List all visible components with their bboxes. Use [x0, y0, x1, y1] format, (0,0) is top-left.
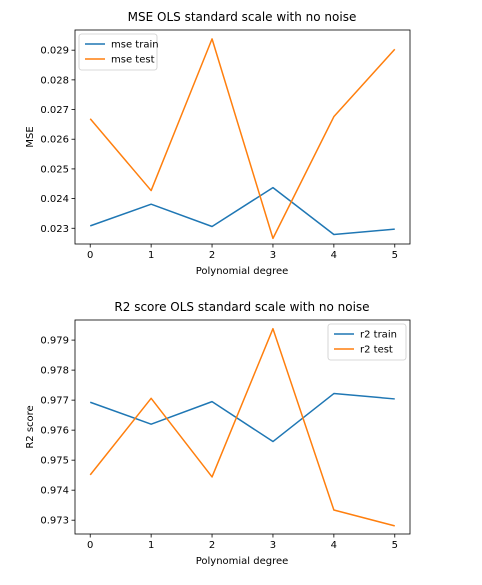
r2-x-tick-label: 0 [87, 540, 93, 551]
mse-x-tick-label: 5 [392, 250, 398, 261]
mse-chart: MSE OLS standard scale with no noise 0.0… [25, 10, 411, 277]
mse-chart-title: MSE OLS standard scale with no noise [128, 10, 357, 24]
mse-x-axis-label: Polynomial degree [196, 266, 289, 277]
mse-y-tick-label: 0.023 [40, 224, 69, 235]
r2-x-tick-label: 4 [331, 540, 337, 551]
mse-x-tick-label: 0 [87, 250, 93, 261]
mse-y-tick-label: 0.025 [40, 164, 69, 175]
mse-x-tick-label: 4 [331, 250, 337, 261]
r2-y-tick-label: 0.979 [40, 336, 69, 347]
mse-x-tick-label: 3 [270, 250, 276, 261]
r2-y-tick-label: 0.978 [40, 366, 69, 377]
r2-x-tick-label: 3 [270, 540, 276, 551]
mse-x-ticks: 0 1 2 3 4 5 [87, 244, 398, 261]
mse-y-axis-label: MSE [25, 126, 36, 147]
r2-x-tick-label: 5 [392, 540, 398, 551]
r2-x-tick-label: 1 [148, 540, 154, 551]
r2-chart-title: R2 score OLS standard scale with no nois… [114, 300, 369, 314]
r2-legend-box [327, 323, 407, 361]
r2-x-tick-label: 2 [209, 540, 215, 551]
r2-series-r2-train-line [89, 392, 395, 443]
r2-y-tick-label: 0.976 [40, 426, 69, 437]
mse-x-tick-label: 2 [209, 250, 215, 261]
r2-y-tick-label: 0.975 [40, 456, 69, 467]
r2-plot-frame [74, 319, 411, 535]
r2-series [89, 327, 395, 527]
mse-y-tick-label: 0.026 [40, 135, 69, 146]
r2-y-ticks: 0.973 0.974 0.975 0.976 0.977 0.978 0.979 [40, 336, 75, 527]
mse-x-tick-label: 1 [148, 250, 154, 261]
mse-legend-label: mse train [111, 40, 159, 51]
r2-x-ticks: 0 1 2 3 4 5 [87, 534, 398, 551]
mse-plot-frame [74, 29, 411, 245]
mse-y-tick-label: 0.028 [40, 75, 69, 86]
mse-series-mse-test-line [89, 38, 396, 240]
r2-x-axis-label: Polynomial degree [196, 556, 289, 567]
r2-y-tick-label: 0.973 [40, 516, 69, 527]
r2-y-axis-label: R2 score [25, 405, 36, 448]
r2-y-tick-label: 0.977 [40, 396, 69, 407]
mse-legend-box [78, 33, 158, 71]
r2-y-tick-label: 0.974 [40, 486, 69, 497]
r2-legend-label: r2 test [360, 345, 393, 356]
r2-legend: r2 train r2 test [327, 323, 407, 361]
r2-series-r2-test-line [89, 327, 395, 527]
mse-y-tick-label: 0.027 [40, 105, 69, 116]
mse-series-mse-train-line [89, 186, 395, 236]
mse-y-tick-label: 0.029 [40, 46, 69, 57]
r2-chart: R2 score OLS standard scale with no nois… [25, 300, 411, 567]
mse-legend: mse train mse test [78, 33, 159, 71]
mse-legend-label: mse test [111, 55, 155, 66]
r2-legend-label: r2 train [360, 330, 397, 341]
mse-series [89, 38, 396, 240]
mse-y-tick-label: 0.024 [40, 194, 69, 205]
mse-y-ticks: 0.023 0.024 0.025 0.026 0.027 0.028 0.029 [40, 46, 75, 235]
